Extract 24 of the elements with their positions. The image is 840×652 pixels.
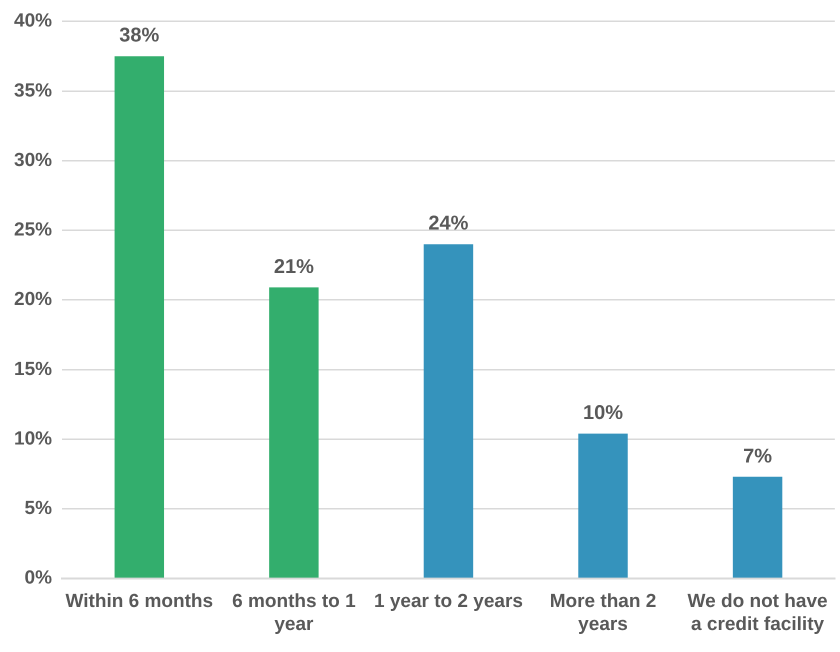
y-tick-label: 25% (14, 220, 52, 241)
bar (114, 56, 164, 578)
bar (424, 244, 474, 578)
data-label: 10% (582, 402, 624, 424)
y-tick-label: 30% (14, 150, 52, 171)
x-tick-label: Within 6 months (66, 591, 214, 612)
y-tick-label: 5% (24, 498, 52, 520)
x-tick-label: More than 2 years (550, 591, 656, 635)
y-tick-label: 0% (24, 568, 52, 589)
bar (578, 434, 628, 578)
x-tick-label: 6 months to 1 year (232, 591, 356, 635)
data-label: 7% (743, 445, 772, 468)
bar (269, 287, 319, 578)
y-tick-label: 10% (14, 428, 52, 450)
x-tick-label: 1 year to 2 years (374, 591, 523, 612)
data-label: 38% (119, 24, 160, 47)
y-tick-label: 35% (14, 80, 52, 102)
data-label: 21% (274, 256, 314, 278)
x-tick-label: We do not have a credit facility (688, 591, 828, 635)
data-label: 24% (428, 212, 469, 235)
bar (732, 476, 782, 578)
y-tick-label: 20% (14, 289, 52, 310)
y-tick-label: 15% (14, 358, 52, 380)
y-tick-label: 40% (14, 10, 52, 32)
